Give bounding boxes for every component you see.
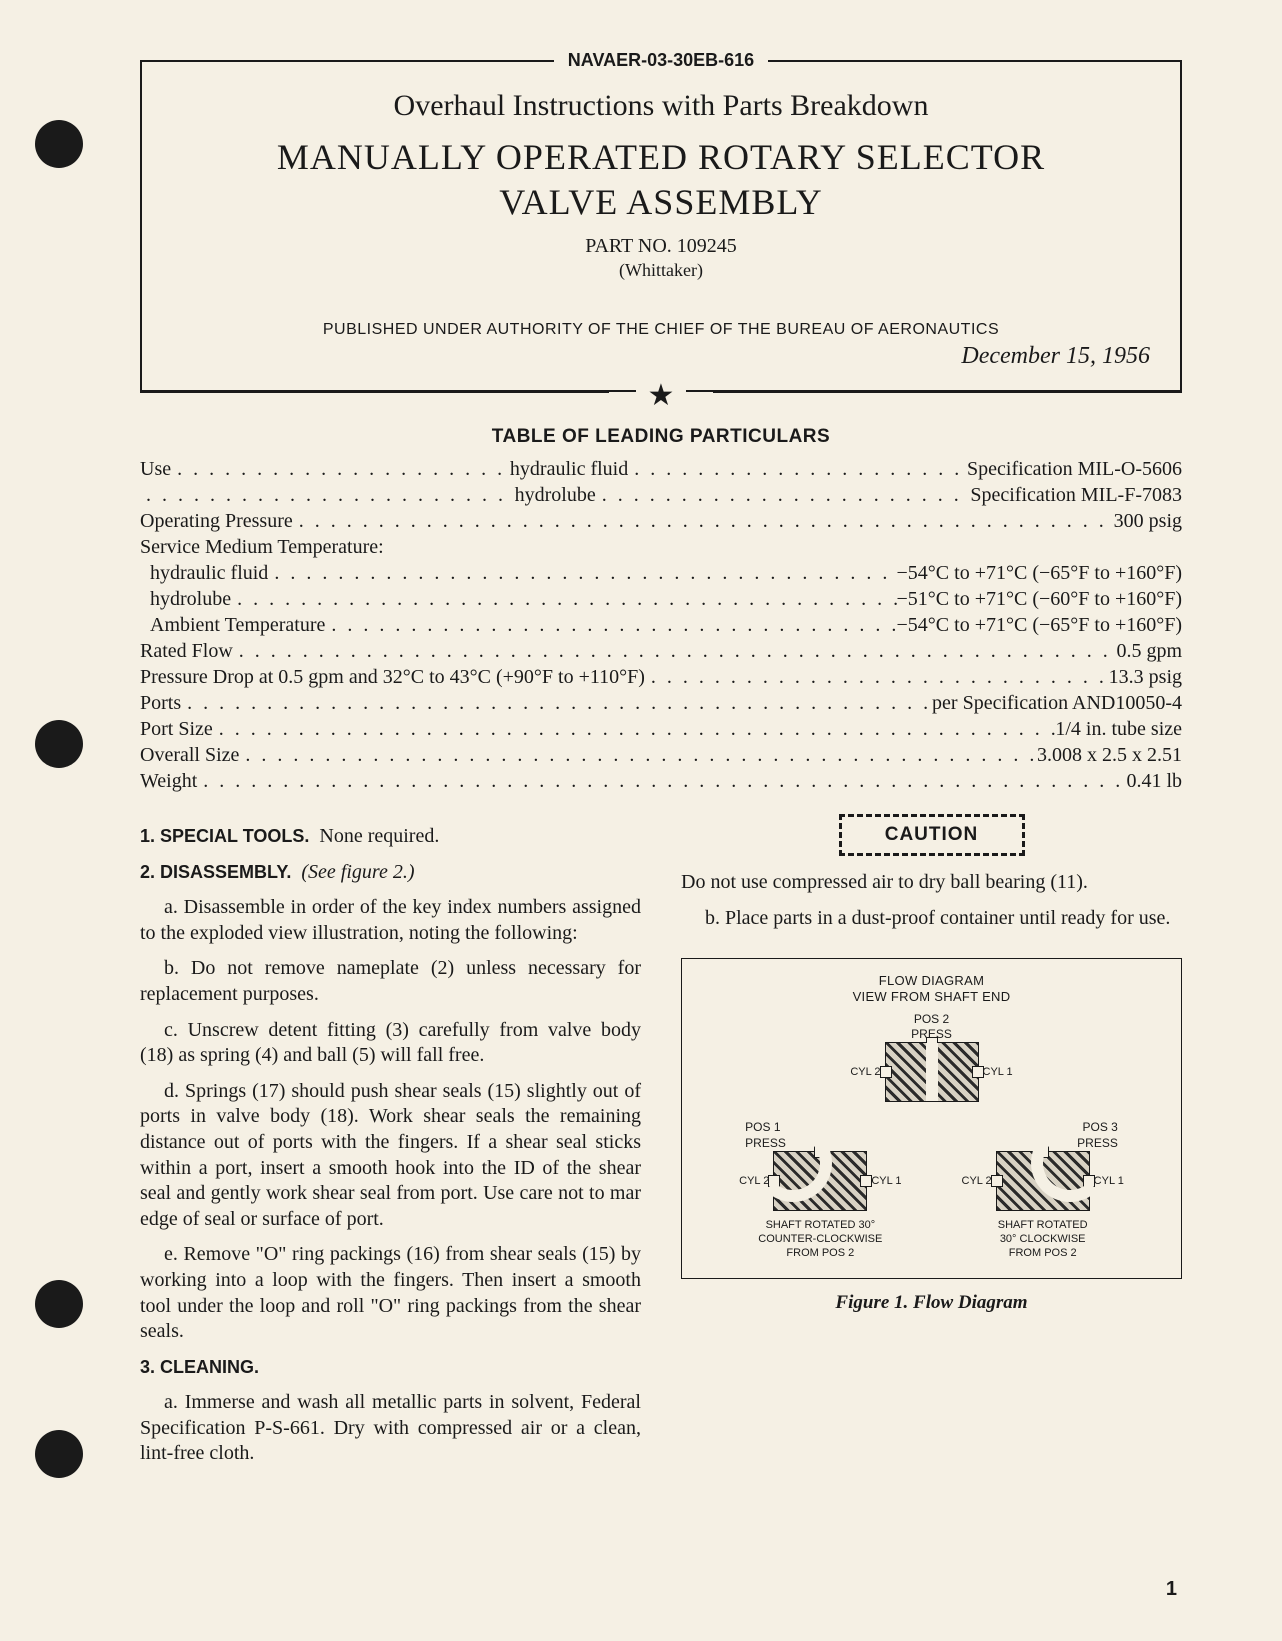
star-rule: ★ [140,380,1182,402]
note3-l2: 30° CLOCKWISE [1000,1233,1086,1245]
section-1-head: 1. SPECIAL TOOLS. [140,826,309,846]
particulars-value: −54°C to +71°C (−65°F to +160°F) [897,560,1182,586]
body-columns: 1. SPECIAL TOOLS. None required. 2. DISA… [140,814,1182,1477]
para-2b: b. Do not remove nameplate (2) unless ne… [140,956,641,1007]
figure-1-box: FLOW DIAGRAM VIEW FROM SHAFT END POS 2 P… [681,958,1182,1280]
punch-hole [35,720,83,768]
right-column: CAUTION Do not use compressed air to dry… [681,814,1182,1477]
title-line-2: VALVE ASSEMBLY [499,182,822,222]
note3-l1: SHAFT ROTATED [998,1219,1088,1231]
particulars-value: −51°C to +71°C (−60°F to +160°F) [897,586,1182,612]
part-number: PART NO. 109245 [172,235,1150,258]
pos2-label: POS 2 [850,1012,1012,1027]
particulars-row: Ambient Temperature −54°C to +71°C (−65°F… [140,612,1182,638]
caution-box: CAUTION [839,814,1025,856]
particulars-row: Port Size 1/4 in. tube size [140,716,1182,742]
particulars-label: Rated Flow [140,638,233,664]
figure-title-2: VIEW FROM SHAFT END [692,989,1171,1006]
note1-l1: SHAFT ROTATED 30° [766,1219,876,1231]
star-icon: ★ [636,379,687,412]
header-box: NAVAER-03-30EB-616 Overhaul Instructions… [140,60,1182,392]
particulars-label: Ports [140,690,181,716]
figure-title-1: FLOW DIAGRAM [692,973,1171,990]
particulars-row: Ports per Specification AND10050-4 [140,690,1182,716]
note3-l3: FROM POS 2 [1009,1247,1077,1259]
particulars-title: TABLE OF LEADING PARTICULARS [140,426,1182,448]
figure-1-caption: Figure 1. Flow Diagram [681,1291,1182,1315]
header-date: December 15, 1956 [172,343,1150,370]
particulars-label: Service Medium Temperature: [140,534,384,560]
particulars-value: Specification MIL-F-7083 [970,482,1182,508]
punch-hole [35,1430,83,1478]
particulars-label: Port Size [140,716,213,742]
caution-text: Do not use compressed air to dry ball be… [681,870,1182,896]
particulars-label: Weight [140,768,197,794]
particulars-value: 0.41 lb [1126,768,1182,794]
particulars-row: Overall Size 3.008 x 2.5 x 2.51 [140,742,1182,768]
left-column: 1. SPECIAL TOOLS. None required. 2. DISA… [140,814,641,1477]
pos2-cyl2: CYL 2 [850,1065,880,1079]
particulars-mid: hydrolube [515,482,596,508]
particulars-value: 3.008 x 2.5 x 2.51 [1037,742,1182,768]
particulars-row: Rated Flow 0.5 gpm [140,638,1182,664]
flow-pos3: POS 3 PRESS CYL 2 CYL 1 [962,1120,1124,1260]
particulars-label: Operating Pressure [140,508,293,534]
particulars-label: Use [140,456,171,482]
particulars-label: hydraulic fluid [140,560,268,586]
particulars-row: Service Medium Temperature: [140,534,1182,560]
header-title: MANUALLY OPERATED ROTARY SELECTOR VALVE … [172,135,1150,225]
para-3a: a. Immerse and wash all metallic parts i… [140,1390,641,1467]
flow-pos2: POS 2 PRESS CYL 2 CYL 1 [850,1012,1012,1103]
particulars-row: hydrolube −51°C to +71°C (−60°F to +160°F… [140,586,1182,612]
particulars-label: hydrolube [140,586,231,612]
authority-line: PUBLISHED UNDER AUTHORITY OF THE CHIEF O… [172,321,1150,339]
particulars-row: hydrolube Specification MIL-F-7083 [140,482,1182,508]
particulars-table: Use hydraulic fluid Specification MIL-O-56… [140,456,1182,794]
particulars-mid: hydraulic fluid [510,456,628,482]
para-2c: c. Unscrew detent fitting (3) carefully … [140,1018,641,1069]
particulars-value: 1/4 in. tube size [1055,716,1182,742]
particulars-value: −54°C to +71°C (−65°F to +160°F) [897,612,1182,638]
page: NAVAER-03-30EB-616 Overhaul Instructions… [0,0,1282,1641]
particulars-value: Specification MIL-O-5606 [967,456,1182,482]
particulars-row: hydraulic fluid −54°C to +71°C (−65°F to … [140,560,1182,586]
document-id: NAVAER-03-30EB-616 [554,50,768,71]
particulars-row: Weight 0.41 lb [140,768,1182,794]
pos1-cyl1: CYL 1 [871,1174,901,1188]
para-2a: a. Disassemble in order of the key index… [140,895,641,946]
title-line-1: MANUALLY OPERATED ROTARY SELECTOR [277,137,1045,177]
particulars-label: Pressure Drop at 0.5 gpm and 32°C to 43°… [140,664,645,690]
note1-l3: FROM POS 2 [786,1247,854,1259]
particulars-row: Operating Pressure 300 psig [140,508,1182,534]
note1-l2: COUNTER-CLOCKWISE [758,1233,882,1245]
particulars-row: Use hydraulic fluid Specification MIL-O-56… [140,456,1182,482]
section-1-body: None required. [319,825,439,847]
punch-hole [35,1280,83,1328]
particulars-row: Pressure Drop at 0.5 gpm and 32°C to 43°… [140,664,1182,690]
pos2-cyl1: CYL 1 [983,1065,1013,1079]
particulars-value: 300 psig [1114,508,1182,534]
particulars-label: Ambient Temperature [140,612,325,638]
flow-box-pos1 [773,1151,867,1211]
particulars-label: Overall Size [140,742,239,768]
para-3b: b. Place parts in a dust-proof container… [681,906,1182,932]
particulars-value: 0.5 gpm [1116,638,1182,664]
particulars-value: 13.3 psig [1109,664,1182,690]
manufacturer: (Whittaker) [172,260,1150,281]
pos3-cyl2: CYL 2 [962,1174,992,1188]
para-2d: d. Springs (17) should push shear seals … [140,1079,641,1233]
section-2-ref: (See figure 2.) [301,861,414,883]
page-number: 1 [1166,1578,1177,1601]
section-2-head: 2. DISASSEMBLY. [140,862,291,882]
flow-pos1: POS 1 PRESS CYL 2 CYL 1 [739,1120,901,1260]
para-2e: e. Remove "O" ring packings (16) from sh… [140,1242,641,1344]
flow-box-pos2 [885,1042,979,1102]
punch-hole [35,120,83,168]
particulars-value: per Specification AND10050-4 [932,690,1182,716]
flow-box-pos3 [996,1151,1090,1211]
section-3-head: 3. CLEANING. [140,1357,259,1377]
header-subtitle: Overhaul Instructions with Parts Breakdo… [172,89,1150,123]
